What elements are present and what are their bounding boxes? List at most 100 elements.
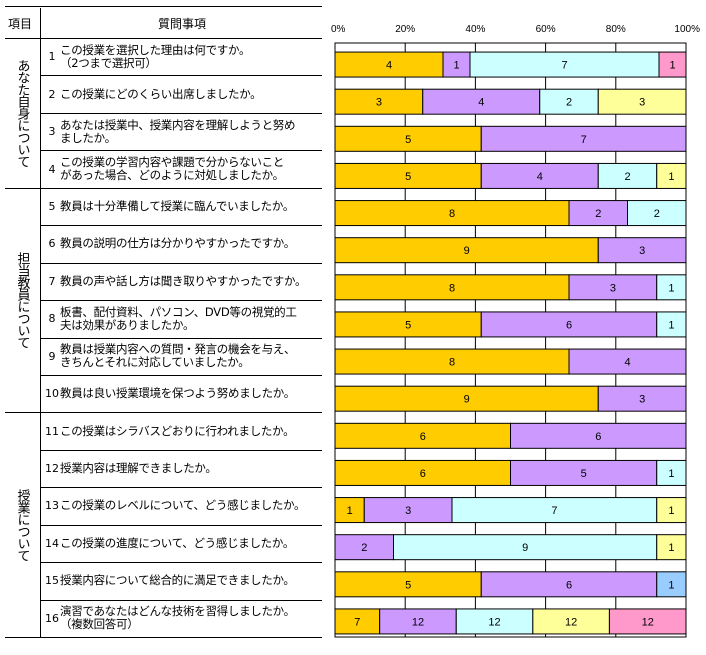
question-line: この授業を選択した理由は何ですか。 [60, 42, 251, 57]
bar-segment [568, 274, 658, 301]
x-tick-label: 100% [674, 24, 700, 35]
question-line: 教員の説明の仕方は分かりやすかったですか。 [60, 236, 295, 251]
bar-segment [539, 88, 599, 115]
question-line: 演習であなたはどんな技術を習得しましたか。 [60, 604, 295, 619]
data-label: 7 [354, 616, 360, 628]
data-label: 5 [405, 171, 411, 183]
data-label: 4 [478, 97, 484, 109]
question-number: 9 [48, 349, 56, 363]
row-divider [40, 225, 322, 227]
question-line: きちんとそれに対応していましたか。 [60, 355, 250, 370]
data-label: 1 [453, 60, 459, 72]
question-text: この授業の学習内容や課題で分からないこと があった場合、どのように対処しましたか。 [60, 156, 284, 182]
question-number: 13 [45, 499, 59, 513]
question-number: 14 [45, 536, 59, 550]
question-number: 8 [48, 312, 56, 326]
bar-segment [334, 608, 381, 635]
data-label: 12 [565, 616, 577, 628]
bar-segment [480, 125, 687, 152]
data-label: 1 [668, 505, 674, 517]
bar-segment [597, 88, 687, 115]
data-label: 6 [420, 468, 426, 480]
question-row: 11 この授業はシラバスどおりに行われましたか。 [44, 412, 324, 449]
question-line: 教員は十分準備して授業に臨んでいましたか。 [60, 198, 295, 213]
question-text: 教員は授業内容への質問・発言の機会を与え、 きちんとそれに対応していましたか。 [60, 342, 296, 370]
data-label: 7 [551, 505, 557, 517]
question-row: 6 教員の説明の仕方は分かりやすかったですか。 [44, 225, 324, 262]
data-label: 3 [376, 97, 382, 109]
question-text: 授業内容について総合的に満足できましたか。 [60, 574, 295, 587]
bar-segment [334, 422, 511, 449]
bar-segment [656, 274, 687, 301]
question-row: 5 教員は十分準備して授業に臨んでいましたか。 [44, 188, 324, 225]
question-line: 教員は授業内容への質問・発言の機会を与え、 [60, 342, 296, 357]
question-text: この授業のレベルについて、どう感じましたか。 [60, 499, 306, 512]
row-divider [40, 412, 322, 414]
column-divider [40, 8, 41, 637]
question-number: 2 [48, 87, 56, 101]
data-label: 7 [581, 134, 587, 146]
bar-segment [480, 311, 658, 338]
data-label: 6 [566, 579, 572, 591]
question-number: 4 [48, 162, 56, 176]
bar-segment [334, 459, 511, 486]
group-label: 授業について [14, 488, 30, 561]
data-label: 6 [420, 431, 426, 443]
data-label: 3 [610, 282, 616, 294]
row-divider [40, 374, 322, 376]
data-label: 3 [405, 505, 411, 517]
group-label: 担当教員について [14, 252, 30, 349]
question-text: 教員の説明の仕方は分かりやすかったですか。 [60, 237, 295, 250]
bar-segment [532, 608, 610, 635]
question-text: この授業にどのくらい出席しましたか。 [60, 87, 262, 101]
data-label: 3 [639, 245, 645, 257]
header-category: 項目 [8, 17, 33, 31]
data-label: 1 [668, 319, 674, 331]
question-text: 授業内容は理解できましたか。 [60, 462, 217, 475]
bar-segment [656, 497, 687, 524]
x-tick-label: 20% [395, 24, 415, 35]
data-label: 4 [386, 60, 392, 72]
question-line: あなたは授業中、授業内容を理解しようと努め [60, 117, 296, 132]
question-line: （2つまで選択可） [60, 55, 157, 70]
bar-segment [608, 608, 687, 635]
bar-segment [334, 162, 482, 189]
bar-segment [480, 571, 658, 598]
x-tick-label: 40% [465, 24, 485, 35]
bar-segment [334, 571, 482, 598]
data-label: 5 [405, 134, 411, 146]
bar-segment [510, 459, 658, 486]
question-row: 14 この授業の進度について、どう感じましたか。 [44, 525, 324, 562]
bar-segment [469, 51, 660, 78]
question-row: 1 この授業を選択した理由は何ですか。 （2つまで選択可） [44, 38, 324, 75]
bar-segment [627, 200, 687, 227]
data-label: 9 [522, 542, 528, 554]
question-line: 板書、配付資料、パソコン、DVD等の視覚的工 [60, 304, 297, 319]
row-divider [40, 487, 322, 489]
question-line: ましたか。 [60, 130, 116, 145]
bar-segment [379, 608, 457, 635]
bar-segment [422, 88, 541, 115]
bar-segment [597, 237, 687, 264]
data-label: 1 [668, 282, 674, 294]
data-label: 1 [668, 579, 674, 591]
question-text: 教員は十分準備して授業に臨んでいましたか。 [60, 198, 295, 213]
question-number: 12 [45, 462, 59, 476]
question-row: 13 この授業のレベルについて、どう感じましたか。 [44, 487, 324, 524]
question-line: この授業の学習内容や課題で分からないこと [60, 155, 284, 170]
question-row: 8 板書、配付資料、パソコン、DVD等の視覚的工 夫は効果がありましたか。 [44, 300, 324, 337]
question-text: この授業の進度について、どう感じましたか。 [60, 536, 294, 550]
data-label: 5 [405, 319, 411, 331]
bar-segment [363, 497, 453, 524]
data-label: 2 [654, 208, 660, 220]
question-line: 教員は良い授業環境を保つよう努めましたか。 [60, 386, 295, 401]
data-label: 6 [595, 431, 601, 443]
question-text: 板書、配付資料、パソコン、DVD等の視覚的工 夫は効果がありましたか。 [60, 304, 297, 332]
x-tick-label: 80% [606, 24, 626, 35]
row-divider [40, 524, 322, 526]
bar-segment [656, 459, 687, 486]
data-label: 4 [624, 357, 630, 369]
question-row: 9 教員は授業内容への質問・発言の機会を与え、 きちんとそれに対応していましたか。 [44, 338, 324, 375]
question-text: 教員の声や話し方は聞き取りやすかったですか。 [60, 274, 306, 288]
